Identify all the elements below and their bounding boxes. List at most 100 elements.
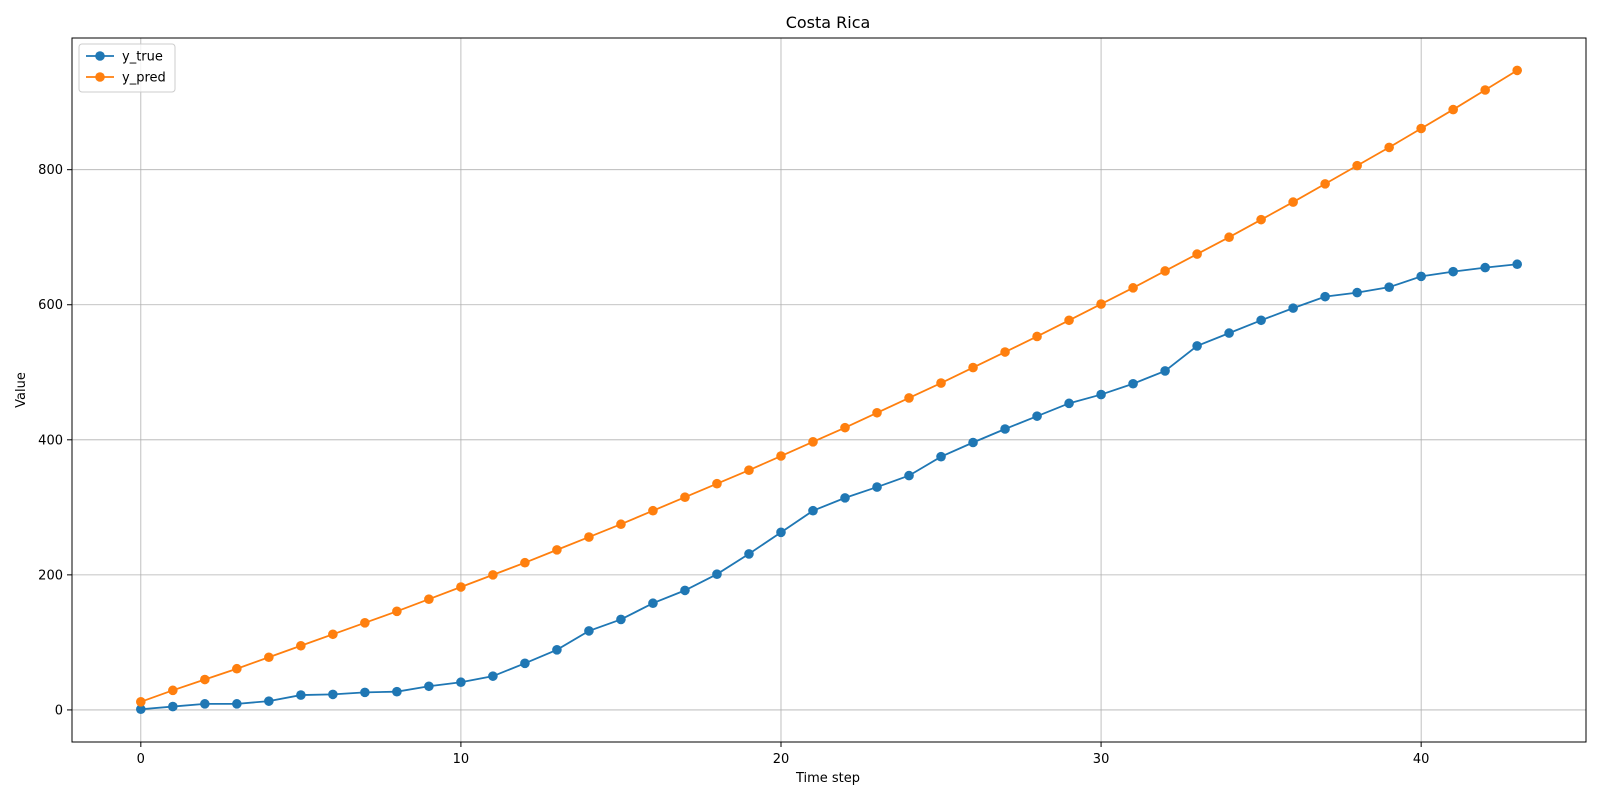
series-line-y_pred <box>140 69 1518 703</box>
data-point-y_true <box>136 704 146 715</box>
data-point-y_pred <box>1512 65 1522 76</box>
data-point-y_pred <box>232 663 242 674</box>
data-point-y_true <box>1416 271 1426 282</box>
y-axis: 0 200 400 600 800 <box>38 163 72 718</box>
data-point-y_true <box>392 686 402 697</box>
data-point-y_pred <box>776 451 786 461</box>
data-point-y_true <box>1128 378 1138 389</box>
data-point-y_pred <box>328 629 338 640</box>
data-point-y_true <box>456 677 466 688</box>
data-point-y_pred <box>200 674 210 685</box>
data-point-y_pred <box>1352 160 1362 171</box>
data-point-y_pred <box>552 545 562 555</box>
data-point-y_true <box>744 549 754 559</box>
data-point-y_true <box>1256 315 1266 326</box>
data-point-y_true <box>680 585 690 596</box>
data-point-y_true <box>584 626 594 636</box>
grid-lines <box>72 38 1586 742</box>
legend-item-y_pred: y_pred <box>86 71 166 86</box>
data-point-y_true <box>1096 389 1106 400</box>
data-point-y_true <box>776 527 786 538</box>
data-point-y_pred <box>520 557 530 568</box>
x-tick-label: 20 <box>773 752 790 767</box>
data-point-y_pred <box>1384 142 1394 153</box>
data-point-y_pred <box>1416 123 1426 134</box>
data-point-y_pred <box>648 505 658 516</box>
data-point-y_pred <box>616 519 626 530</box>
data-point-y_true <box>488 671 498 681</box>
data-point-y_pred <box>1224 232 1234 243</box>
y-tick-label: 800 <box>38 163 63 178</box>
y-tick-label: 200 <box>38 568 63 583</box>
x-tick-label: 40 <box>1413 752 1430 767</box>
data-point-y_pred <box>1032 331 1042 342</box>
data-point-y_pred <box>840 422 850 433</box>
data-point-y_pred <box>1160 266 1170 276</box>
x-tick-label: 0 <box>137 752 145 767</box>
data-point-y_true <box>1448 266 1458 277</box>
data-point-y_pred <box>936 378 946 388</box>
data-point-y_pred <box>680 492 690 503</box>
data-point-y_true <box>840 493 850 503</box>
data-point-y_pred <box>136 697 146 707</box>
data-point-y_pred <box>1256 214 1266 225</box>
data-point-y_pred <box>360 618 370 628</box>
data-point-y_true <box>936 451 946 462</box>
data-point-y_true <box>200 699 210 709</box>
data-point-y_true <box>1320 291 1330 302</box>
data-point-y_true <box>616 614 626 625</box>
legend: y_true y_pred <box>78 43 176 93</box>
legend-marker <box>95 72 105 82</box>
data-point-y_true <box>1224 328 1234 338</box>
data-point-y_true <box>360 687 370 698</box>
data-point-y_pred <box>1128 283 1138 293</box>
x-tick-label: 30 <box>1093 752 1110 767</box>
data-point-y_true <box>648 598 658 609</box>
x-tick-label: 10 <box>453 752 470 767</box>
data-point-y_pred <box>296 640 306 651</box>
data-point-y_true <box>1384 282 1394 292</box>
data-point-y_pred <box>808 437 818 447</box>
data-point-y_pred <box>1192 249 1202 259</box>
data-point-y_true <box>1000 424 1010 434</box>
data-point-y_pred <box>168 685 178 696</box>
data-point-y_true <box>328 689 338 700</box>
data-point-y_true <box>1512 259 1522 270</box>
data-point-y_pred <box>1480 85 1490 95</box>
data-point-y_true <box>1352 287 1362 298</box>
data-point-y_true <box>904 470 914 481</box>
data-point-y_pred <box>456 582 466 592</box>
data-point-y_pred <box>392 606 402 617</box>
data-point-y_true <box>872 482 882 492</box>
chart-title: Costa Rica <box>786 13 871 32</box>
data-point-y_pred <box>1000 347 1010 357</box>
data-point-y_true <box>296 690 306 700</box>
data-point-y_true <box>232 699 242 709</box>
legend-marker <box>95 51 105 61</box>
data-point-y_true <box>1192 341 1202 351</box>
series-line-y_true <box>140 263 1518 711</box>
legend-label: y_true <box>122 50 163 65</box>
series-y_true <box>136 259 1522 715</box>
data-point-y_true <box>1032 411 1042 421</box>
data-point-y_pred <box>712 478 722 489</box>
data-point-y_true <box>520 658 530 669</box>
data-point-y_pred <box>264 652 274 663</box>
data-point-y_true <box>712 569 722 579</box>
y-tick-label: 400 <box>38 433 63 448</box>
data-point-y_pred <box>744 465 754 475</box>
y-tick-label: 600 <box>38 298 63 313</box>
data-point-y_true <box>264 696 274 706</box>
data-point-y_true <box>1288 303 1298 313</box>
data-point-y_true <box>1160 366 1170 376</box>
data-point-y_pred <box>584 532 594 542</box>
data-point-y_true <box>968 437 978 448</box>
data-point-y_pred <box>872 407 882 418</box>
data-point-y_pred <box>424 594 434 604</box>
data-point-y_true <box>168 701 178 712</box>
series-y_pred <box>136 65 1522 707</box>
data-point-y_pred <box>904 393 914 403</box>
data-point-y_true <box>808 505 818 516</box>
